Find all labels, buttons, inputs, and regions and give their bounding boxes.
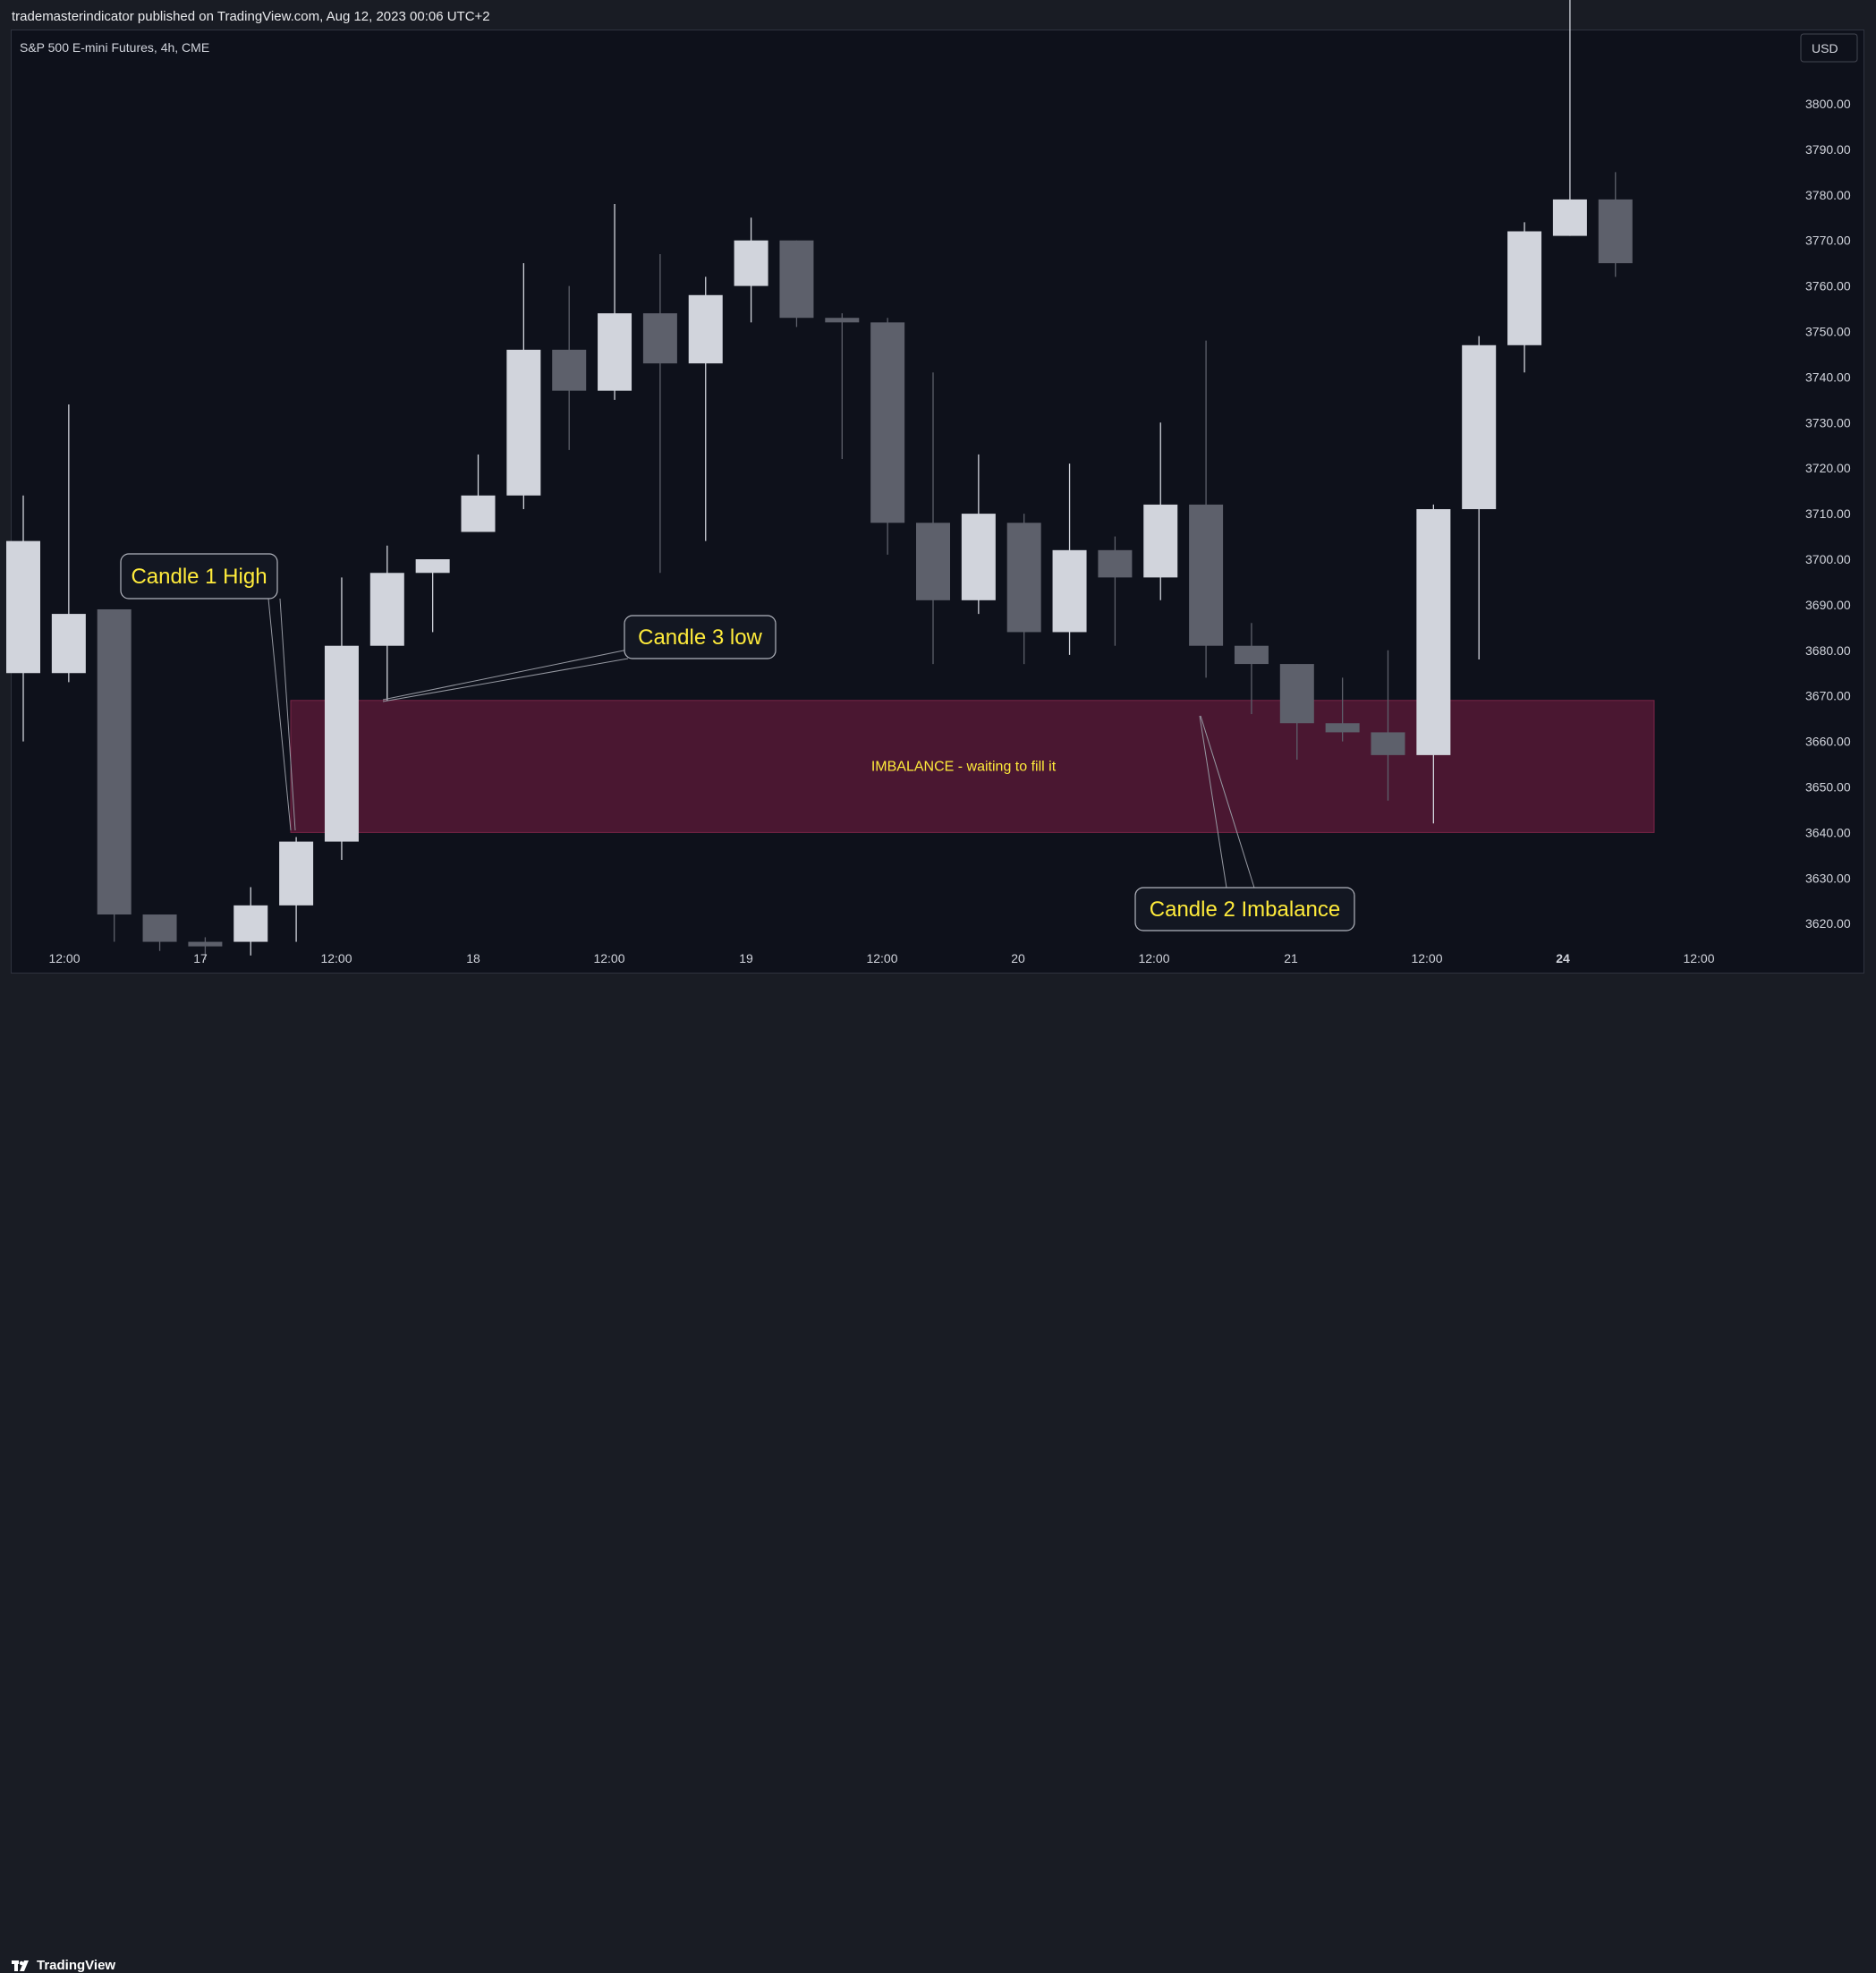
candle-body[interactable] — [688, 294, 723, 364]
time-tick-label: 18 — [466, 951, 480, 965]
candle-body[interactable] — [1325, 723, 1360, 733]
candle-body[interactable] — [324, 645, 359, 842]
annotation-pointer-line — [279, 598, 296, 831]
annotation-pointer-line — [1199, 715, 1227, 889]
price-tick-label: 3650.00 — [1805, 780, 1851, 795]
price-tick-label: 3740.00 — [1805, 370, 1851, 384]
price-tick-label: 3710.00 — [1805, 506, 1851, 521]
time-tick-label: 19 — [739, 951, 753, 965]
candle-body[interactable] — [1416, 509, 1451, 755]
candle-body[interactable] — [1462, 344, 1497, 510]
price-tick-label: 3680.00 — [1805, 643, 1851, 658]
candle-body[interactable] — [825, 318, 860, 323]
candle-body[interactable] — [1006, 523, 1041, 633]
candle-body[interactable] — [1507, 231, 1542, 345]
candle-body[interactable] — [1143, 504, 1178, 578]
annotation-callout[interactable] — [624, 615, 777, 659]
annotation-label: Candle 1 High — [131, 565, 267, 589]
time-tick-label: 12:00 — [320, 951, 352, 965]
candle-body[interactable] — [870, 322, 905, 523]
publisher-line: trademasterindicator published on Tradin… — [12, 9, 490, 24]
candle-body[interactable] — [1371, 732, 1405, 755]
time-tick-label: 12:00 — [1411, 951, 1442, 965]
price-tick-label: 3800.00 — [1805, 97, 1851, 111]
imbalance-zone-label: IMBALANCE - waiting to fill it — [871, 760, 1057, 775]
time-tick-label: 12:00 — [866, 951, 897, 965]
annotation-pointer-line — [382, 649, 629, 701]
chart-title: S&P 500 E-mini Futures, 4h, CME — [20, 40, 209, 55]
price-tick-label: 3620.00 — [1805, 916, 1851, 931]
tradingview-brand: TradingView — [37, 1958, 116, 1973]
candle-body[interactable] — [142, 914, 177, 942]
annotation-label: Candle 3 low — [638, 625, 762, 650]
price-tick-label: 3630.00 — [1805, 871, 1851, 885]
price-tick-label: 3700.00 — [1805, 552, 1851, 566]
time-tick-label: 20 — [1011, 951, 1025, 965]
candle-body[interactable] — [1098, 549, 1133, 578]
price-tick-label: 3730.00 — [1805, 415, 1851, 429]
annotation-callout[interactable] — [120, 553, 278, 600]
price-tick-label: 3750.00 — [1805, 325, 1851, 339]
candle-body[interactable] — [506, 349, 541, 496]
time-tick-label: 24 — [1556, 951, 1570, 965]
price-tick-label: 3660.00 — [1805, 735, 1851, 749]
publisher-header: trademasterindicator published on Tradin… — [0, 0, 1876, 34]
candle-body[interactable] — [1279, 664, 1314, 724]
time-tick-label: 21 — [1284, 951, 1298, 965]
candle-body[interactable] — [1052, 549, 1087, 633]
candle-body[interactable] — [961, 514, 996, 600]
price-tick-label: 3670.00 — [1805, 689, 1851, 703]
price-tick-label: 3640.00 — [1805, 825, 1851, 839]
currency-label: USD — [1812, 41, 1838, 55]
price-tick-label: 3720.00 — [1805, 461, 1851, 475]
candle-body[interactable] — [369, 573, 404, 646]
price-tick-label: 3790.00 — [1805, 142, 1851, 157]
annotation-pointer-line — [382, 658, 629, 702]
candle-body[interactable] — [916, 523, 950, 600]
price-tick-label: 3760.00 — [1805, 279, 1851, 293]
candle-body[interactable] — [188, 941, 223, 947]
candle-body[interactable] — [779, 240, 814, 319]
candle-body[interactable] — [1598, 199, 1633, 264]
price-tick-label: 3780.00 — [1805, 188, 1851, 202]
candlestick-chart[interactable]: S&P 500 E-mini Futures, 4h, CME USD 3620.0… — [0, 0, 1876, 1014]
currency-button[interactable] — [1800, 33, 1858, 63]
annotation-pointer-line — [267, 598, 292, 831]
candle-body[interactable] — [598, 313, 632, 391]
candle-body[interactable] — [734, 240, 768, 286]
price-tick-label: 3690.00 — [1805, 598, 1851, 612]
candle-body[interactable] — [233, 905, 268, 942]
tradingview-logo[interactable]: TradingView — [12, 1958, 115, 1973]
time-tick-label: 12:00 — [1683, 951, 1714, 965]
candle-body[interactable] — [415, 559, 450, 574]
time-tick-label: 12:00 — [48, 951, 80, 965]
time-tick-label: 17 — [193, 951, 208, 965]
candle-body[interactable] — [279, 841, 314, 906]
annotation-pointer-line — [1200, 715, 1255, 889]
candle-body[interactable] — [97, 608, 132, 915]
price-tick-label: 3770.00 — [1805, 234, 1851, 248]
candle-body[interactable] — [1552, 199, 1587, 236]
candle-body[interactable] — [1234, 645, 1269, 665]
annotation-label: Candle 2 Imbalance — [1150, 897, 1340, 922]
candle-body[interactable] — [1189, 504, 1224, 646]
time-tick-label: 12:00 — [593, 951, 624, 965]
candle-body[interactable] — [552, 349, 587, 391]
candle-body[interactable] — [51, 614, 86, 674]
time-tick-label: 12:00 — [1138, 951, 1169, 965]
candle-body[interactable] — [642, 313, 677, 364]
tradingview-logo-icon — [12, 1960, 29, 1971]
footer-bar: TradingView — [0, 974, 1876, 1973]
candle-body[interactable] — [461, 495, 496, 532]
annotation-callout[interactable] — [1134, 887, 1355, 931]
candle-body[interactable] — [6, 540, 40, 674]
